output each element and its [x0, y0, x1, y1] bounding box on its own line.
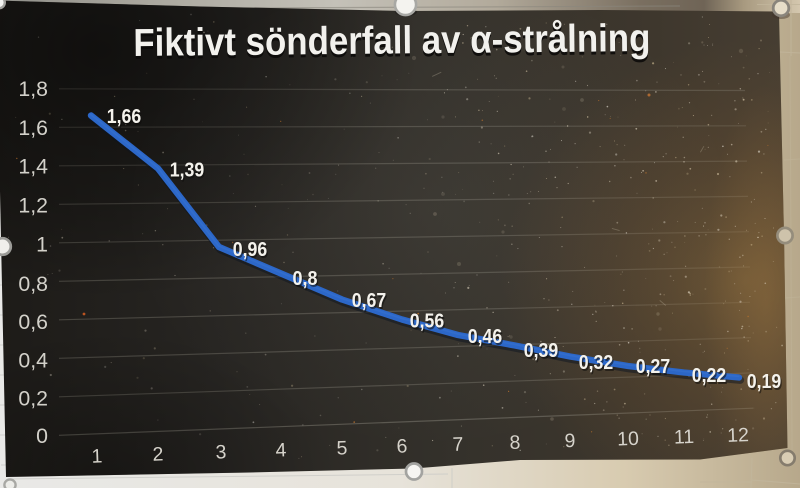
svg-text:1: 1: [36, 233, 48, 257]
svg-text:0,46: 0,46: [468, 325, 503, 348]
svg-text:1,39: 1,39: [170, 159, 205, 182]
svg-text:1,4: 1,4: [18, 155, 48, 179]
svg-text:0,8: 0,8: [294, 269, 319, 292]
svg-text:6: 6: [396, 435, 408, 457]
svg-text:0,39: 0,39: [525, 341, 560, 364]
svg-text:0,8: 0,8: [18, 272, 48, 296]
svg-text:0,46: 0,46: [469, 327, 504, 350]
svg-text:0,22: 0,22: [693, 366, 728, 389]
svg-text:7: 7: [452, 434, 464, 456]
svg-text:0,32: 0,32: [579, 351, 614, 374]
svg-text:0,39: 0,39: [524, 339, 559, 362]
svg-text:0,32: 0,32: [580, 353, 615, 376]
svg-text:5: 5: [336, 437, 348, 459]
svg-text:9: 9: [564, 430, 576, 452]
svg-text:0,27: 0,27: [637, 357, 672, 380]
svg-text:0,27: 0,27: [636, 355, 671, 378]
svg-text:0: 0: [36, 424, 48, 448]
svg-text:0,22: 0,22: [692, 364, 727, 387]
svg-text:1,66: 1,66: [108, 107, 143, 130]
svg-text:0,96: 0,96: [233, 238, 268, 261]
svg-text:0,2: 0,2: [18, 387, 48, 411]
svg-text:0,96: 0,96: [234, 240, 269, 263]
svg-text:3: 3: [215, 441, 227, 463]
svg-text:1,66: 1,66: [107, 105, 142, 128]
svg-text:0,19: 0,19: [747, 370, 782, 393]
svg-text:1,2: 1,2: [18, 194, 48, 218]
svg-text:0,56: 0,56: [410, 310, 445, 333]
svg-text:0,19: 0,19: [748, 372, 783, 395]
svg-text:2: 2: [152, 443, 164, 465]
svg-text:1,39: 1,39: [171, 161, 206, 184]
svg-text:11: 11: [674, 426, 695, 449]
svg-text:0,67: 0,67: [353, 291, 388, 314]
svg-text:0,8: 0,8: [293, 267, 318, 290]
svg-text:0,6: 0,6: [18, 310, 48, 334]
svg-text:4: 4: [275, 439, 287, 461]
svg-text:0,56: 0,56: [411, 312, 446, 335]
svg-text:8: 8: [509, 432, 521, 454]
svg-text:10: 10: [617, 428, 640, 451]
svg-text:1: 1: [91, 445, 103, 467]
svg-text:Fiktivt sönderfall av α-stråln: Fiktivt sönderfall av α-strålning: [133, 20, 650, 68]
svg-text:0,67: 0,67: [352, 289, 387, 312]
svg-text:1,6: 1,6: [18, 116, 48, 140]
svg-text:0,4: 0,4: [18, 348, 48, 372]
svg-text:1,8: 1,8: [18, 77, 48, 101]
svg-text:12: 12: [727, 424, 749, 447]
svg-text:Fiktivt sönderfall av α-stråln: Fiktivt sönderfall av α-strålning: [133, 17, 650, 65]
